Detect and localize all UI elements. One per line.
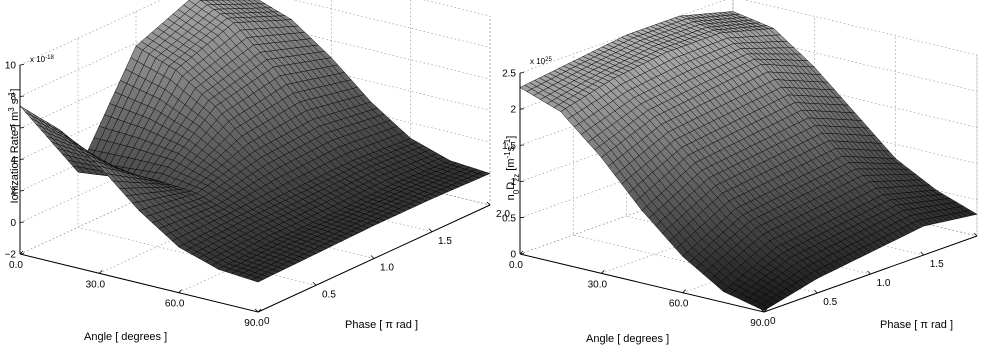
angle-tick-label: 30.0 xyxy=(588,279,608,290)
angle-tick-mark xyxy=(682,289,686,293)
phase-axis-title: Phase [ π rad ] xyxy=(345,319,418,331)
phase-tick-mark xyxy=(312,281,317,286)
z-tick-mark xyxy=(19,190,25,192)
angle-tick-label: 90.0 xyxy=(244,318,264,329)
z-tick-mark xyxy=(19,221,25,223)
surface-mesh xyxy=(519,11,978,311)
phase-tick-mark xyxy=(428,228,433,233)
phase-tick-mark xyxy=(254,308,259,313)
z-grid-line xyxy=(519,69,978,146)
z-tick-label: 2 xyxy=(10,187,16,198)
surface-mesh xyxy=(19,0,491,283)
phase-tick-mark xyxy=(973,232,978,237)
angle-axis-title: Angle [ degrees ] xyxy=(84,331,167,343)
phase-tick-label: 1.0 xyxy=(877,278,891,289)
z-grid-line xyxy=(19,115,491,223)
angle-tick-mark xyxy=(257,308,262,313)
phase-tick-mark xyxy=(760,308,765,313)
z-tick-label: 1 xyxy=(510,177,516,188)
angle-axis xyxy=(519,253,765,313)
z-tick-label: 0 xyxy=(10,218,16,229)
surface-patch xyxy=(250,277,264,283)
z-grid-line xyxy=(19,20,491,129)
angle-tick-mark xyxy=(178,289,182,293)
phase-tick-mark xyxy=(920,251,925,256)
z-tick-mark xyxy=(519,216,525,219)
angle-tick-label: 0.0 xyxy=(509,260,523,271)
z-exponent-label: x 1025 xyxy=(530,57,552,66)
phase-tick-mark xyxy=(867,270,871,275)
phase-tick-label: 1.0 xyxy=(380,263,394,274)
phase-grid-line xyxy=(77,38,317,286)
phase-tick-mark xyxy=(813,289,818,294)
z-grid-line xyxy=(519,105,978,182)
angle-tick-mark xyxy=(763,308,768,313)
angle-tick-label: 60.0 xyxy=(165,299,185,310)
phase-tick-mark xyxy=(370,255,375,259)
angle-tick-mark xyxy=(519,250,524,255)
z-grid-line xyxy=(519,32,978,110)
angle-tick-label: 30.0 xyxy=(86,279,106,290)
angle-axis-title: Angle [ degrees ] xyxy=(586,333,669,345)
z-tick-label: 1.5 xyxy=(502,141,516,152)
z-tick-mark xyxy=(519,144,525,146)
phase-tick-label: 0.5 xyxy=(823,297,837,308)
z-tick-label: 2.5 xyxy=(502,69,516,80)
diffusion-coefficient-surface-plot: 00.511.522.50.030.060.090.000.51.01.52.0… xyxy=(502,0,978,345)
z-grid-line xyxy=(519,0,978,74)
z-tick-label: 4 xyxy=(10,155,16,166)
z-tick-mark xyxy=(19,253,25,255)
phase-axis-title: Phase [ π rad ] xyxy=(880,319,953,331)
z-tick-label: 0 xyxy=(510,250,516,261)
z-tick-label: 6 xyxy=(10,124,16,135)
z-tick-mark xyxy=(19,158,25,160)
z-grid-line xyxy=(19,0,491,97)
z-tick-mark xyxy=(519,108,525,110)
phase-tick-label: 1.5 xyxy=(438,236,452,247)
phase-tick-label: 1.5 xyxy=(930,259,944,270)
phase-tick-label: 0 xyxy=(770,316,776,327)
phase-tick-mark xyxy=(486,201,491,206)
phase-tick-label: 2.0 xyxy=(496,209,510,220)
z-exponent-label: x 10-18 xyxy=(30,55,54,64)
angle-tick-mark xyxy=(19,250,24,255)
z-tick-mark xyxy=(19,127,25,129)
surface-patch xyxy=(19,105,33,116)
z-tick-mark xyxy=(19,64,25,66)
z-grid-line xyxy=(19,0,491,66)
z-tick-mark xyxy=(19,95,25,97)
angle-tick-label: 60.0 xyxy=(669,299,689,310)
angle-tick-mark xyxy=(601,270,605,274)
z-tick-label: −2 xyxy=(5,250,17,261)
angle-tick-label: 0.0 xyxy=(9,260,23,271)
z-tick-label: 2 xyxy=(510,105,516,116)
z-tick-label: 8 xyxy=(10,92,16,103)
z-axis-title: Ionization Rate [ m3 s-1] xyxy=(7,89,22,204)
angle-tick-mark xyxy=(99,270,103,274)
phase-tick-label: 0.5 xyxy=(322,289,336,300)
z-tick-label: 0.5 xyxy=(502,213,516,224)
axes: 00.511.522.50.030.060.090.000.51.01.52.0… xyxy=(502,57,978,345)
z-tick-mark xyxy=(519,253,525,255)
angle-axis xyxy=(19,253,259,313)
phase-tick-label: 0 xyxy=(264,316,270,327)
z-grid-line xyxy=(19,52,491,160)
z-axis-title: n0Dzz [m-1s-1] xyxy=(503,136,521,201)
z-tick-mark xyxy=(519,180,525,182)
z-tick-mark xyxy=(519,72,525,74)
angle-tick-label: 90.0 xyxy=(750,318,770,329)
z-tick-label: 10 xyxy=(5,61,17,72)
